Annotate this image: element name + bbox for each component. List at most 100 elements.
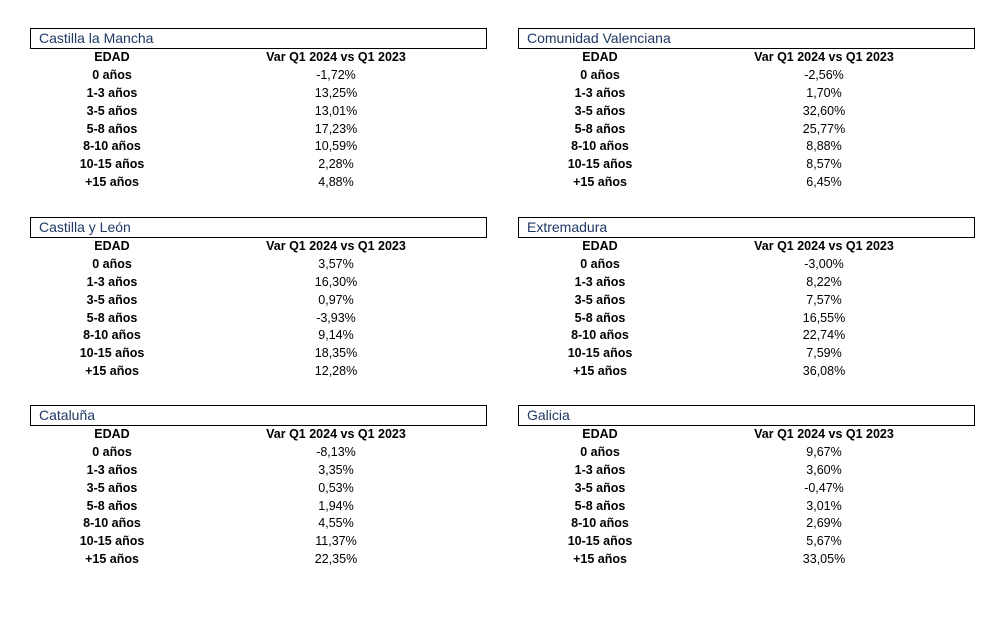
table-row: 3-5 años 32,60% [518,103,975,121]
table-row: 8-10 años 4,55% [30,515,487,533]
variation-cell: -8,13% [316,444,356,459]
variation-cell: 3,01% [806,498,842,513]
table-row: 10-15 años 2,28% [30,156,487,174]
table-row: 3-5 años 0,97% [30,292,487,310]
table-galicia: Galicia EDAD Var Q1 2024 vs Q1 2023 0 añ… [518,405,975,569]
table-row: 1-3 años 8,22% [518,274,975,292]
age-cell: 1-3 años [574,274,626,289]
column-header-age: EDAD [94,239,130,253]
table-row: 5-8 años -3,93% [30,310,487,328]
age-cell: +15 años [573,552,627,567]
table-row: 10-15 años 8,57% [518,156,975,174]
table-header-row: EDAD Var Q1 2024 vs Q1 2023 [518,426,975,444]
age-cell: 3-5 años [574,103,626,118]
variation-cell: 22,74% [802,328,846,343]
age-cell: 5-8 años [574,498,626,513]
table-row: 10-15 años 11,37% [30,533,487,551]
variation-cell: -0,47% [804,480,844,495]
variation-cell: 25,77% [802,121,846,136]
age-cell: +15 años [85,552,139,567]
table-row: 1-3 años 3,60% [518,462,975,480]
region-title: Extremadura [518,217,975,238]
age-cell: 0 años [92,444,132,459]
age-cell: 10-15 años [567,346,633,361]
table-row: +15 años 6,45% [518,174,975,192]
variation-cell: 7,57% [806,292,842,307]
age-cell: 10-15 años [567,534,633,549]
table-row: 5-8 años 16,55% [518,310,975,328]
variation-cell: -3,00% [804,256,844,271]
variation-cell: 3,57% [318,256,354,271]
table-cataluna: Cataluña EDAD Var Q1 2024 vs Q1 2023 0 a… [30,405,487,569]
age-cell: 0 años [580,444,620,459]
age-cell: 5-8 años [86,498,138,513]
age-cell: 1-3 años [574,462,626,477]
table-row: 1-3 años 1,70% [518,85,975,103]
table-castilla-y-leon: Castilla y León EDAD Var Q1 2024 vs Q1 2… [30,217,487,381]
variation-cell: 6,45% [806,175,842,190]
table-header-row: EDAD Var Q1 2024 vs Q1 2023 [518,49,975,67]
column-header-variation: Var Q1 2024 vs Q1 2023 [266,50,406,64]
table-row: 0 años 9,67% [518,444,975,462]
age-cell: 1-3 años [86,462,138,477]
region-title: Castilla la Mancha [30,28,487,49]
table-header-row: EDAD Var Q1 2024 vs Q1 2023 [518,238,975,256]
age-cell: 3-5 años [574,292,626,307]
variation-cell: 7,59% [806,346,842,361]
column-header-age: EDAD [582,239,618,253]
column-header-variation: Var Q1 2024 vs Q1 2023 [754,239,894,253]
variation-cell: 22,35% [314,552,358,567]
age-cell: 8-10 años [571,328,629,343]
table-row: 5-8 años 17,23% [30,121,487,139]
variation-cell: -3,93% [316,310,356,325]
age-cell: 5-8 años [574,310,626,325]
age-cell: 0 años [580,67,620,82]
variation-cell: 36,08% [802,364,846,379]
age-cell: 10-15 años [79,534,145,549]
variation-cell: 2,69% [806,516,842,531]
age-cell: 0 años [92,256,132,271]
age-cell: +15 años [85,175,139,190]
column-header-age: EDAD [582,50,618,64]
age-cell: +15 años [85,364,139,379]
region-title: Cataluña [30,405,487,426]
table-row: 3-5 años 13,01% [30,103,487,121]
age-cell: 8-10 años [83,328,141,343]
variation-cell: 1,70% [806,85,842,100]
table-row: 8-10 años 8,88% [518,138,975,156]
table-comunidad-valenciana: Comunidad Valenciana EDAD Var Q1 2024 vs… [518,28,975,192]
variation-cell: 1,94% [318,498,354,513]
variation-cell: 17,23% [314,121,358,136]
age-cell: 5-8 años [574,121,626,136]
variation-cell: 5,67% [806,534,842,549]
variation-cell: -1,72% [316,67,356,82]
region-title: Comunidad Valenciana [518,28,975,49]
variation-cell: 3,35% [318,462,354,477]
table-castilla-la-mancha: Castilla la Mancha EDAD Var Q1 2024 vs Q… [30,28,487,192]
variation-cell: 8,88% [806,139,842,154]
age-cell: +15 años [573,364,627,379]
age-cell: 5-8 años [86,121,138,136]
region-title: Castilla y León [30,217,487,238]
age-cell: 8-10 años [83,516,141,531]
table-row: 3-5 años 7,57% [518,292,975,310]
table-row: 1-3 años 16,30% [30,274,487,292]
table-row: 10-15 años 5,67% [518,533,975,551]
table-row: 0 años 3,57% [30,256,487,274]
age-cell: +15 años [573,175,627,190]
variation-cell: 0,53% [318,480,354,495]
column-header-age: EDAD [582,427,618,441]
age-cell: 5-8 años [86,310,138,325]
table-row: 8-10 años 9,14% [30,327,487,345]
age-cell: 1-3 años [574,85,626,100]
table-row: 5-8 años 25,77% [518,121,975,139]
age-cell: 3-5 años [86,103,138,118]
variation-cell: 2,28% [318,157,354,172]
column-header-age: EDAD [94,427,130,441]
table-row: 1-3 años 13,25% [30,85,487,103]
age-cell: 0 años [580,256,620,271]
variation-cell: 13,01% [314,103,358,118]
table-row: 5-8 años 1,94% [30,498,487,516]
table-row: 0 años -8,13% [30,444,487,462]
table-row: 3-5 años -0,47% [518,480,975,498]
